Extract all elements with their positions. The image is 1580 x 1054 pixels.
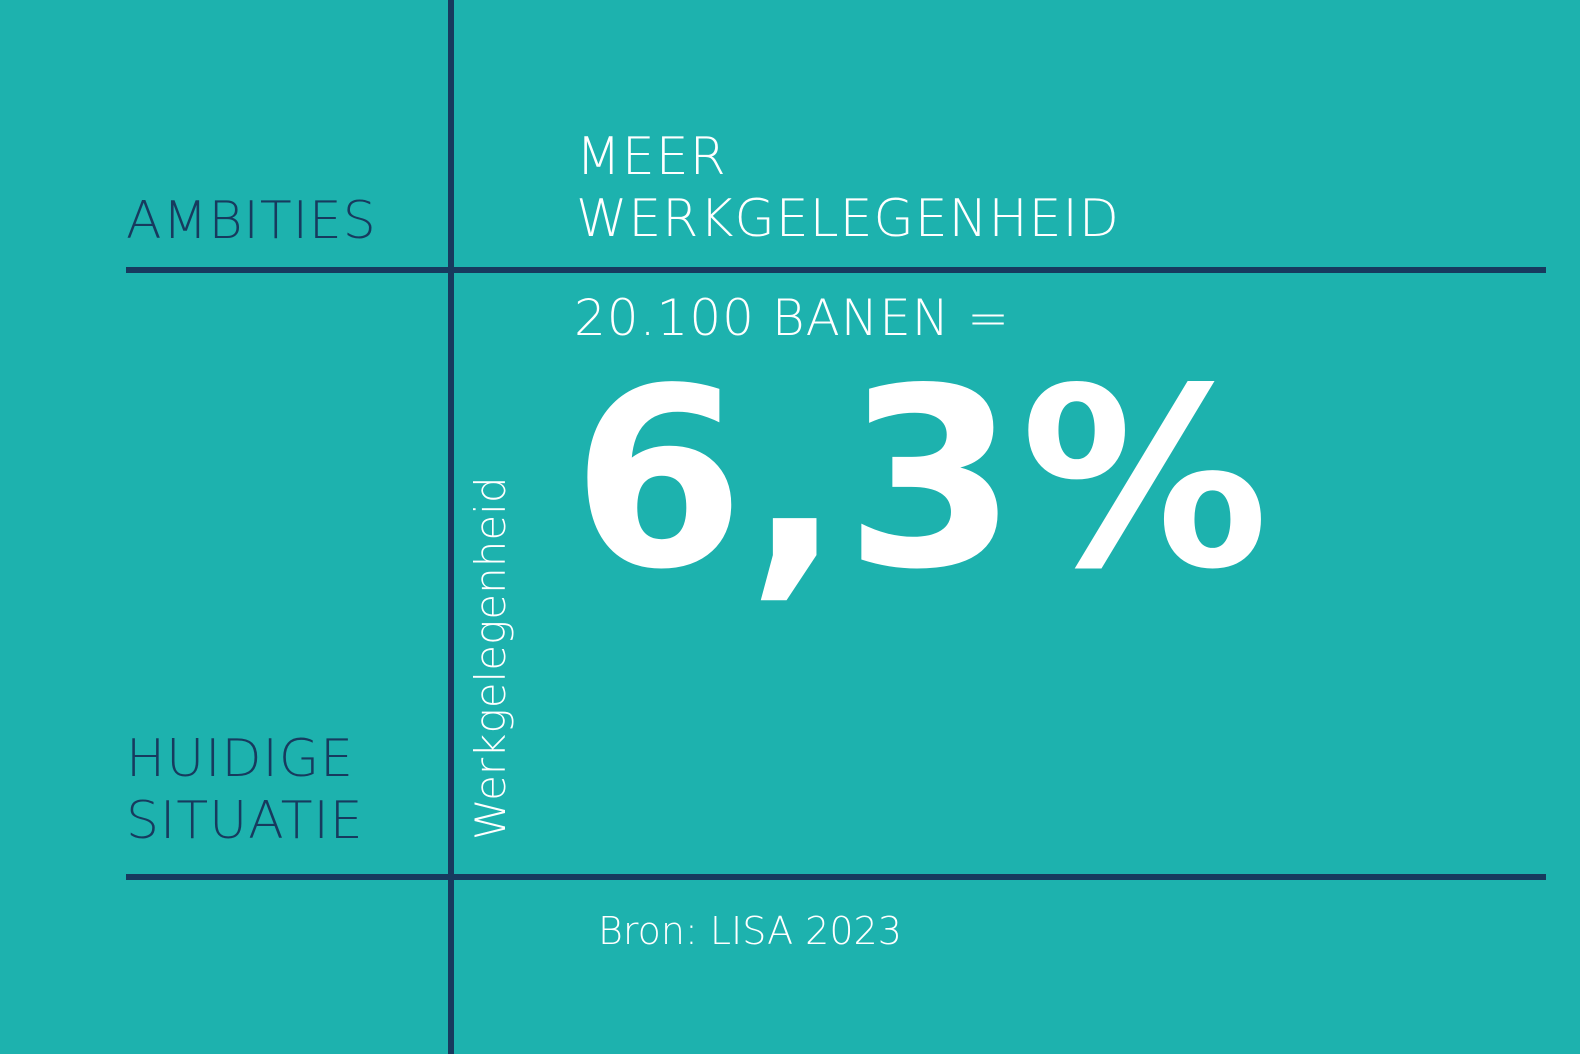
jobs-statement: 20.100 BANEN = (574, 289, 1010, 347)
employment-percentage: 6,3% (572, 336, 1272, 624)
current-situation-label: HUIDIGE SITUATIE (126, 729, 364, 852)
ambition-title: MEER WERKGELEGENHEID (576, 127, 1120, 250)
top-divider (126, 267, 1546, 273)
source-note: Bron: LISA 2023 (598, 909, 902, 953)
vertical-divider (448, 0, 454, 1054)
ambities-label: AMBITIES (126, 191, 377, 251)
vertical-employment-label: Werkgelegenheid (466, 476, 515, 840)
bottom-divider (126, 874, 1546, 880)
